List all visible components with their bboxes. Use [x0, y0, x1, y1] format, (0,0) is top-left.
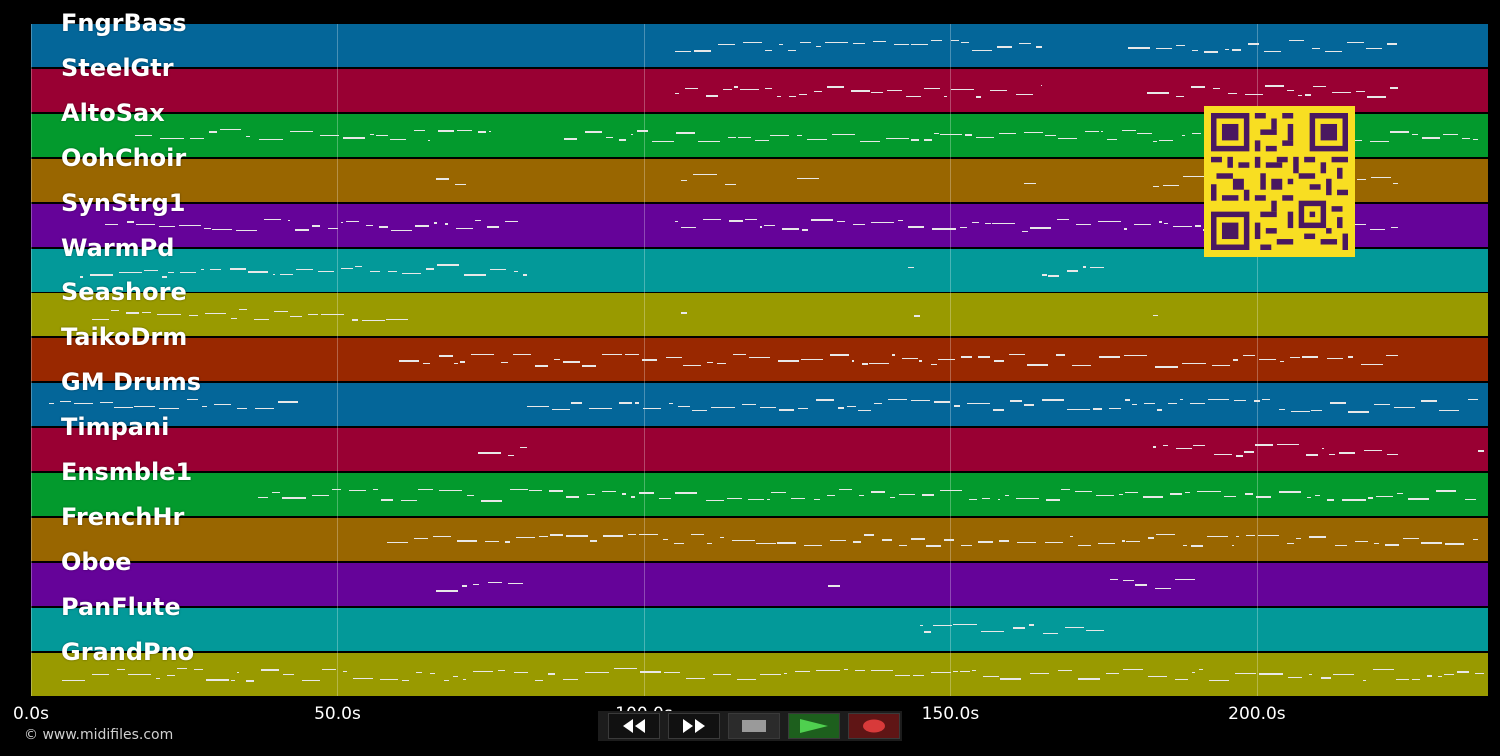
track-label: GrandPno: [61, 637, 195, 666]
play-button[interactable]: [788, 713, 840, 739]
stop-icon: [742, 720, 766, 732]
track-seashore[interactable]: Seashore: [31, 278, 1488, 337]
track-ensmble1[interactable]: Ensmble1: [31, 458, 1488, 516]
stop-button[interactable]: [728, 713, 780, 739]
track-label: WarmPd: [61, 233, 175, 262]
record-button[interactable]: [848, 713, 900, 739]
rewind-icon: [623, 719, 645, 733]
fast-forward-icon: [683, 719, 705, 733]
track-label: TaikoDrm: [61, 323, 188, 352]
track-label: SteelGtr: [61, 53, 174, 82]
time-tick-label: 150.0s: [921, 704, 980, 724]
track-oboe[interactable]: Oboe: [31, 548, 1488, 606]
track-grandpno[interactable]: GrandPno: [31, 638, 1488, 696]
qr-code[interactable]: [1204, 106, 1355, 257]
track-label: Oboe: [61, 547, 132, 576]
track-fngrbass[interactable]: FngrBass: [31, 9, 1488, 67]
track-label: Seashore: [61, 278, 187, 307]
track-label: AltoSax: [61, 98, 165, 127]
rewind-button[interactable]: [608, 713, 660, 739]
track-area[interactable]: FngrBass SteelGtr AltoSax OohChoir SynStrg1 W…: [31, 9, 1488, 696]
track-label: Ensmble1: [61, 458, 193, 486]
track-label: Timpani: [61, 413, 170, 442]
record-icon: [863, 719, 885, 733]
track-label: SynStrg1: [61, 188, 186, 217]
qr-code-image: [1211, 113, 1348, 250]
copyright-notice: © www.midifiles.com: [24, 727, 174, 743]
time-tick-label: 200.0s: [1228, 704, 1286, 724]
time-tick-label: 50.0s: [314, 704, 361, 724]
track-steelgtr[interactable]: SteelGtr: [31, 54, 1488, 112]
track-label: FrenchHr: [61, 502, 185, 531]
track-label: GM Drums: [61, 368, 202, 397]
track-frenchhr[interactable]: FrenchHr: [31, 503, 1488, 561]
track-taikodrm[interactable]: TaikoDrm: [31, 323, 1488, 382]
fast-forward-button[interactable]: [668, 713, 720, 739]
track-label: FngrBass: [61, 9, 187, 37]
track-panflute[interactable]: PanFlute: [31, 593, 1488, 651]
track-timpani[interactable]: Timpani: [31, 413, 1488, 472]
time-tick-label: 0.0s: [13, 704, 49, 724]
play-icon: [800, 719, 828, 733]
transport-controls: [598, 711, 902, 741]
track-label: PanFlute: [61, 592, 181, 621]
track-label: OohChoir: [61, 143, 187, 172]
track-gm-drums[interactable]: GM Drums: [31, 368, 1488, 427]
